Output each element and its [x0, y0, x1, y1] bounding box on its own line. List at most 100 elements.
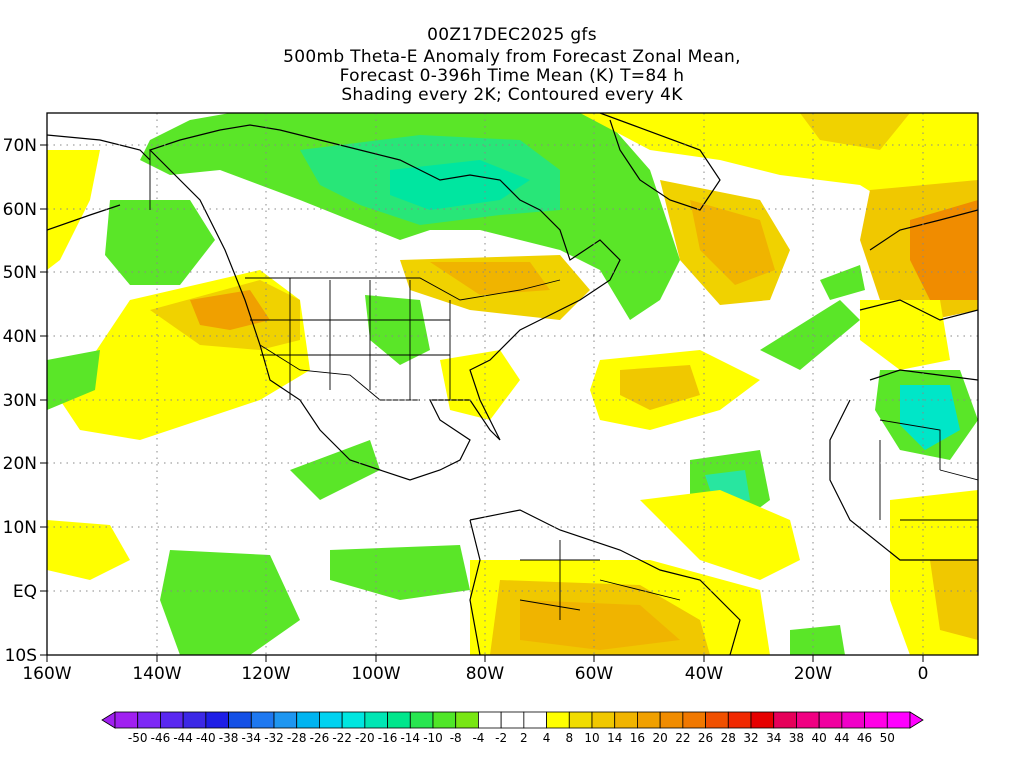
- colorbar-swatch: [205, 711, 229, 729]
- colorbar-swatch: [773, 711, 797, 729]
- colorbar-label: -46: [151, 731, 171, 745]
- colorbar-label: 32: [743, 731, 758, 745]
- lat-label-10s: 10S: [5, 646, 37, 666]
- colorbar-swatch: [841, 711, 865, 729]
- colorbar-swatch: [750, 711, 775, 729]
- colorbar-swatch: [409, 711, 434, 729]
- yellow-region-bering: [47, 150, 100, 270]
- colorbar-label: -14: [400, 731, 420, 745]
- orange-region-greenland-sea: [800, 113, 910, 150]
- green-region-central-america: [290, 440, 380, 500]
- colorbar-swatch: [523, 711, 547, 729]
- colorbar-swatch: [364, 711, 388, 729]
- yellow-region-southeast: [440, 350, 520, 420]
- green-region-south-atlantic: [790, 625, 845, 655]
- lat-label-eq: EQ: [13, 582, 37, 602]
- colorbar-swatch: [637, 711, 661, 729]
- colorbar-label: -26: [310, 731, 330, 745]
- colorbar-arrow-low: [101, 711, 116, 729]
- europe-coast: [859, 209, 978, 321]
- green-region-azores: [820, 265, 865, 300]
- colorbar-label: 50: [880, 731, 895, 745]
- lat-label-40n: 40N: [3, 327, 37, 347]
- colorbar-swatch: [455, 711, 479, 729]
- colorbar-label: -8: [450, 731, 462, 745]
- lat-label-20n: 20N: [3, 454, 37, 474]
- colorbar-swatch: [341, 711, 366, 729]
- yellow-region-west-pacific: [47, 520, 130, 580]
- colorbar-label: 16: [630, 731, 645, 745]
- orange-core-mid-atlantic: [690, 200, 775, 285]
- colorbar-label: 20: [653, 731, 668, 745]
- colorbar-label: -2: [495, 731, 507, 745]
- colorbar-swatch: [296, 711, 320, 729]
- colorbar-swatch: [250, 711, 275, 729]
- title-line-4: Shading every 2K; Contoured every 4K: [341, 85, 683, 105]
- colorbar-label: -22: [332, 731, 352, 745]
- latitude-labels: 70N 60N 50N 40N 30N 20N 10N EQ 10S: [3, 136, 37, 666]
- lon-label-100w: 100W: [351, 664, 400, 684]
- colorbar-label: -44: [173, 731, 193, 745]
- lat-label-30n: 30N: [3, 391, 37, 411]
- shaded-anomaly-field: [47, 113, 978, 655]
- colorbar-label: -40: [196, 731, 216, 745]
- axis-ticks: [40, 144, 924, 662]
- lat-label-70n: 70N: [3, 136, 37, 156]
- africa-borders: [879, 419, 978, 521]
- us-mexico-border: [259, 344, 420, 401]
- colorbar-swatch: [591, 711, 616, 729]
- colorbar-swatch: [160, 711, 184, 729]
- colorbar-swatch: [387, 711, 411, 729]
- colorbar-label: -32: [264, 731, 284, 745]
- colorbar-swatch: [818, 711, 843, 729]
- colorbar-label: 14: [607, 731, 622, 745]
- colorbar-label: -34: [241, 731, 261, 745]
- colorbar-swatch: [137, 711, 161, 729]
- colorbar-swatch: [500, 711, 525, 729]
- south-america-coast: [469, 509, 741, 655]
- cyan-core-nw-africa: [900, 385, 960, 450]
- colorbar-label: -4: [472, 731, 484, 745]
- lon-label-40w: 40W: [685, 664, 724, 684]
- colorbar-swatch: [182, 711, 207, 729]
- africa-coast: [829, 369, 978, 561]
- colorbar-swatch: [319, 711, 343, 729]
- colorbar-swatch: [614, 711, 638, 729]
- colorbar-label: 40: [812, 731, 827, 745]
- lon-label-60w: 60W: [575, 664, 614, 684]
- colorbar-arrow-high: [909, 711, 924, 729]
- colorbar-swatch: [568, 711, 593, 729]
- title-line-2: 500mb Theta-E Anomaly from Forecast Zona…: [283, 47, 741, 67]
- lat-label-10n: 10N: [3, 518, 37, 538]
- colorbar-label: -10: [423, 731, 443, 745]
- colorbar-swatch: [682, 711, 706, 729]
- title-line-1: 00Z17DEC2025 gfs: [427, 25, 597, 45]
- colorbar-label: 8: [565, 731, 573, 745]
- greenland-coast: [599, 113, 721, 211]
- colorbar-label: -16: [378, 731, 398, 745]
- colorbar-label: -50: [128, 731, 148, 745]
- colorbar-label: -20: [355, 731, 375, 745]
- lon-label-0: 0: [918, 664, 929, 684]
- colorbar-swatch: [705, 711, 729, 729]
- colorbar-swatch: [659, 711, 684, 729]
- colorbar-label: 2: [520, 731, 528, 745]
- north-america-coast: [148, 124, 621, 481]
- colorbar-swatch: [114, 711, 139, 729]
- colorbar-label: 34: [766, 731, 781, 745]
- colorbar-swatch: [886, 711, 911, 729]
- map-frame: [46, 112, 979, 656]
- colorbar-swatch: [727, 711, 752, 729]
- colorbar-swatch: [864, 711, 888, 729]
- colorbar-label: 26: [698, 731, 713, 745]
- colorbar-swatch: [273, 711, 298, 729]
- lat-label-60n: 60N: [3, 200, 37, 220]
- orange-core-west-africa: [930, 560, 978, 640]
- green-region-alaska-gulf: [105, 200, 215, 285]
- title-line-3: Forecast 0-396h Time Mean (K) T=84 h: [339, 66, 685, 86]
- lon-label-80w: 80W: [466, 664, 505, 684]
- colorbar-swatch: [432, 711, 457, 729]
- colorbar-label: -28: [287, 731, 307, 745]
- colorbar-label: 22: [675, 731, 690, 745]
